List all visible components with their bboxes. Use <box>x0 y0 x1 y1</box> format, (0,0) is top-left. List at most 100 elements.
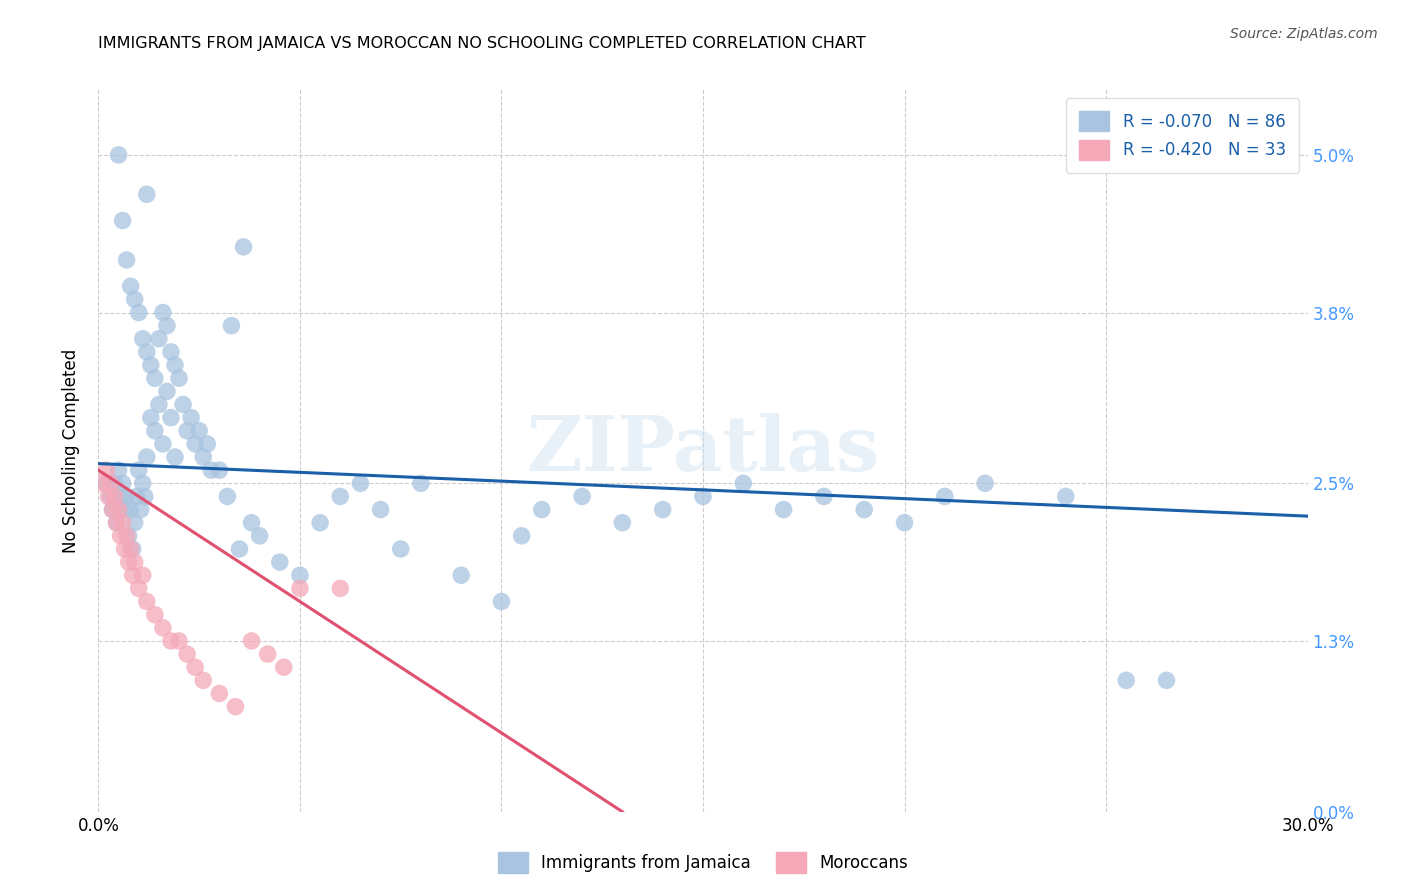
Point <box>114 541 136 556</box>
Text: IMMIGRANTS FROM JAMAICA VS MOROCCAN NO SCHOOLING COMPLETED CORRELATION CHART: IMMIGRANTS FROM JAMAICA VS MOROCCAN NO S… <box>98 36 866 51</box>
Point <box>208 686 231 700</box>
Point <box>115 490 138 504</box>
Point <box>152 437 174 451</box>
Point <box>813 490 835 504</box>
Point <box>152 305 174 319</box>
Point <box>110 529 132 543</box>
Point <box>651 502 673 516</box>
Point <box>156 384 179 399</box>
Point <box>134 490 156 504</box>
Point <box>111 213 134 227</box>
Point <box>269 555 291 569</box>
Point <box>101 502 124 516</box>
Point <box>853 502 876 516</box>
Point <box>974 476 997 491</box>
Point <box>228 541 250 556</box>
Point <box>389 541 412 556</box>
Point <box>256 647 278 661</box>
Point <box>152 621 174 635</box>
Point <box>240 634 263 648</box>
Point <box>91 476 114 491</box>
Point <box>571 490 593 504</box>
Point <box>208 463 231 477</box>
Point <box>135 594 157 608</box>
Point <box>184 437 207 451</box>
Point <box>184 660 207 674</box>
Text: Source: ZipAtlas.com: Source: ZipAtlas.com <box>1230 27 1378 41</box>
Point <box>510 529 533 543</box>
Point <box>120 502 142 516</box>
Point <box>132 476 155 491</box>
Point <box>200 463 222 477</box>
Point <box>129 502 152 516</box>
Point <box>156 318 179 333</box>
Point <box>349 476 371 491</box>
Point <box>1115 673 1137 688</box>
Point <box>124 516 146 530</box>
Point <box>128 582 150 596</box>
Point <box>160 634 183 648</box>
Point <box>100 476 122 491</box>
Point <box>224 699 246 714</box>
Point <box>1054 490 1077 504</box>
Point <box>176 647 198 661</box>
Point <box>96 463 118 477</box>
Text: ZIPatlas: ZIPatlas <box>526 414 880 487</box>
Point <box>217 490 239 504</box>
Point <box>135 345 157 359</box>
Point <box>692 490 714 504</box>
Point <box>135 187 157 202</box>
Point <box>125 490 148 504</box>
Point <box>530 502 553 516</box>
Point <box>148 397 170 411</box>
Point <box>450 568 472 582</box>
Point <box>180 410 202 425</box>
Point <box>97 490 120 504</box>
Point <box>772 502 794 516</box>
Legend: R = -0.070   N = 86, R = -0.420   N = 33: R = -0.070 N = 86, R = -0.420 N = 33 <box>1066 97 1299 173</box>
Point <box>103 476 125 491</box>
Point <box>143 371 166 385</box>
Point <box>491 594 513 608</box>
Point <box>111 516 134 530</box>
Point <box>103 490 125 504</box>
Point <box>409 476 432 491</box>
Point <box>160 345 183 359</box>
Point <box>232 240 254 254</box>
Point <box>121 541 143 556</box>
Point <box>124 555 146 569</box>
Point <box>160 410 183 425</box>
Point <box>110 490 132 504</box>
Point <box>105 516 128 530</box>
Point <box>105 516 128 530</box>
Point <box>309 516 332 530</box>
Point <box>1156 673 1178 688</box>
Y-axis label: No Schooling Completed: No Schooling Completed <box>62 349 80 552</box>
Point <box>733 476 755 491</box>
Point <box>148 332 170 346</box>
Point <box>135 450 157 464</box>
Point <box>132 568 155 582</box>
Point <box>176 424 198 438</box>
Point <box>934 490 956 504</box>
Point <box>96 476 118 491</box>
Point <box>128 305 150 319</box>
Point <box>115 252 138 267</box>
Point <box>114 502 136 516</box>
Point <box>101 502 124 516</box>
Point <box>273 660 295 674</box>
Point <box>193 450 215 464</box>
Point <box>121 568 143 582</box>
Point <box>288 568 311 582</box>
Point <box>612 516 634 530</box>
Point <box>107 148 129 162</box>
Point <box>163 358 186 372</box>
Point <box>139 410 162 425</box>
Point <box>143 607 166 622</box>
Point <box>120 279 142 293</box>
Point <box>195 437 218 451</box>
Point <box>128 463 150 477</box>
Point <box>249 529 271 543</box>
Point <box>120 541 142 556</box>
Point <box>288 582 311 596</box>
